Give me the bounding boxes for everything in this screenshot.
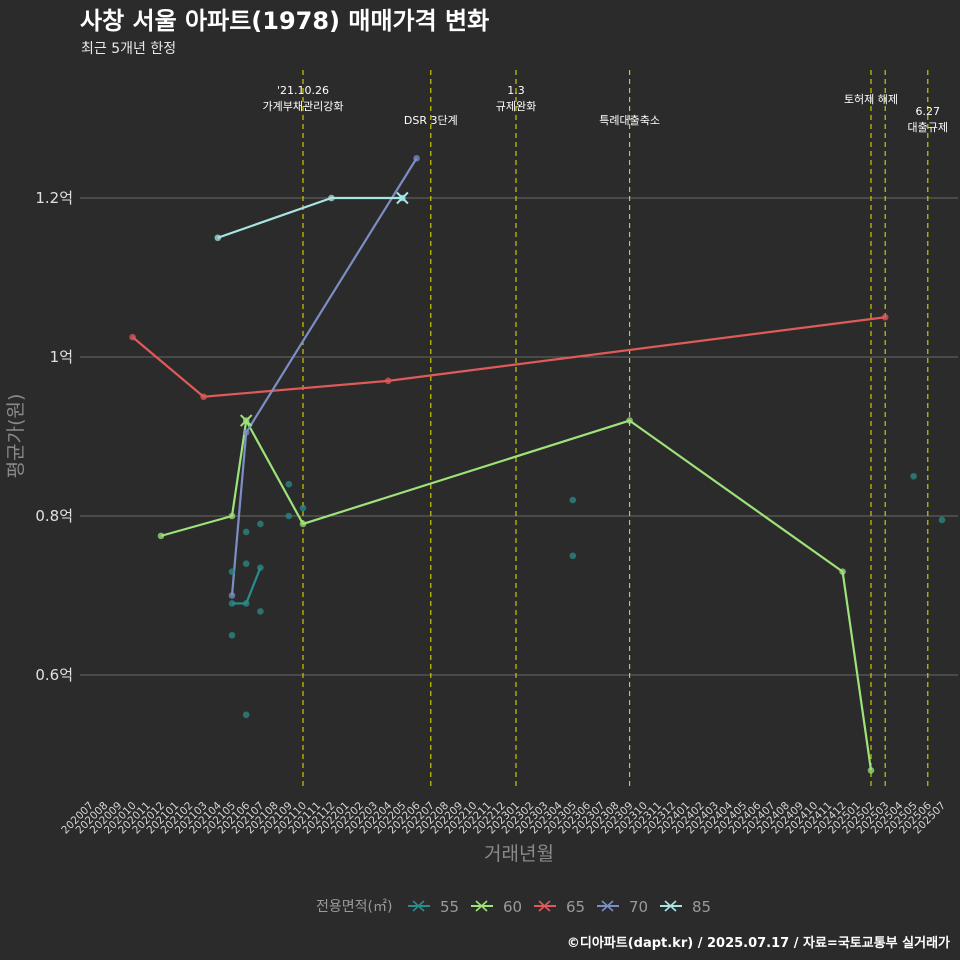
policy-event-label: 규제완화 [496,100,536,113]
data-point-60 [839,568,846,575]
policy-event-label: '21.10.26 [277,84,329,97]
y-tick-labels: 0.6억 0.8억 1억 1.2억 [35,189,73,684]
y-tick-label: 0.6억 [35,666,73,684]
data-point-60 [626,417,633,424]
data-point-55 [228,631,236,639]
data-point-85 [328,194,335,202]
policy-event-label: DSR 3단계 [404,114,458,127]
data-point-85 [214,234,222,242]
data-point-55 [257,608,264,615]
policy-event-label: 가계부채관리강화 [263,100,344,113]
data-point-55 [569,552,577,560]
chart-subtitle: 최근 5개년 한정 [81,41,176,57]
legend-key-65 [538,900,551,912]
legend-key-70 [601,900,614,912]
data-points [129,154,946,774]
data-point-55 [910,472,917,480]
data-point-55 [228,600,236,607]
legend-label-60: 60 [503,898,522,916]
legend: 55 60 65 70 85 [408,898,711,916]
data-point-55 [285,480,293,488]
x-axis-title: 거래년월 [484,843,554,865]
legend-label-70: 70 [629,898,648,916]
data-point-55 [242,711,250,719]
legend-key-55 [412,900,425,912]
x-tick-labels: 2020072020082020092020102020112020122021… [59,799,948,836]
legend-title: 전용면적(㎡) [316,899,392,915]
grid-lines [80,197,958,676]
data-point-70 [242,429,250,436]
legend-label-85: 85 [692,898,711,916]
data-point-55 [257,564,264,571]
data-point-60 [157,532,165,540]
data-point-55 [299,504,307,512]
chart-title: 사창 서울 아파트(1978) 매매가격 변화 [80,7,489,35]
series-line-55 [232,567,262,605]
series-line-65 [131,316,886,398]
data-point-65 [200,393,207,401]
data-point-65 [129,333,136,341]
data-point-60 [228,512,236,520]
data-point-55 [257,520,264,528]
data-point-55 [242,600,250,607]
y-axis-title: 평균가(원) [5,394,27,479]
y-tick-label: 0.8억 [35,507,73,525]
policy-event-label: 토허제 해제 [844,92,898,106]
data-point-55 [938,516,946,524]
data-point-65 [881,313,889,321]
legend-key-85 [664,900,677,912]
legend-label-55: 55 [440,898,459,916]
data-point-65 [384,377,392,385]
policy-event-label: 대출규제 [908,121,948,134]
legend-label-65: 65 [566,898,585,916]
data-point-55 [242,528,250,536]
cross-marker-85 [396,191,409,205]
y-tick-label: 1억 [50,348,73,366]
data-point-60 [867,767,875,774]
data-point-55 [569,496,577,504]
cross-marker-60 [239,414,253,427]
source-caption: ©디아파트(dapt.kr) / 2025.07.17 / 자료=국토교통부 실… [567,935,950,951]
legend-key-60 [475,900,488,912]
series-line-85 [217,196,403,239]
data-point-70 [413,154,420,162]
data-point-55 [228,568,236,575]
data-point-55 [242,560,250,567]
policy-event-label: 6.27 [916,105,941,118]
data-point-60 [299,520,307,528]
policy-event-label: 1.3 [507,84,525,97]
data-point-70 [228,592,236,599]
data-point-55 [285,512,293,520]
y-tick-label: 1.2억 [35,189,73,207]
series-lines [131,157,886,771]
policy-event-label: 특례대출축소 [599,114,660,127]
